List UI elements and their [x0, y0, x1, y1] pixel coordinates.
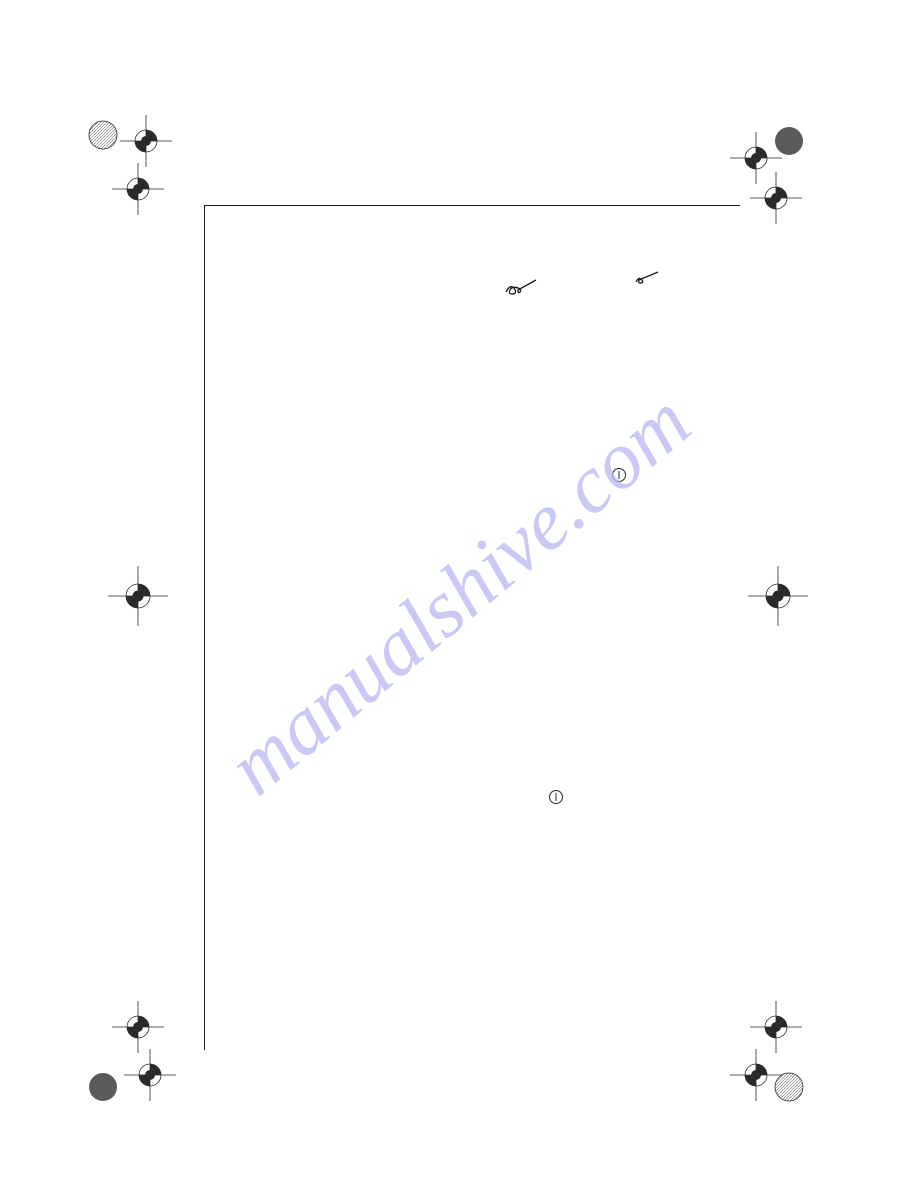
reg-cross-bl-2 [124, 1049, 176, 1101]
reg-cross-bl-1 [112, 1001, 164, 1053]
power-icon-1 [612, 468, 626, 482]
reg-hatched-br [774, 1072, 804, 1102]
swirl-mark-2 [634, 270, 660, 291]
power-icon-2 [549, 790, 563, 804]
reg-cross-ml [108, 566, 168, 626]
reg-hatched-tl [88, 120, 118, 150]
reg-cross-tl-1 [120, 115, 172, 167]
content-frame [204, 205, 740, 1050]
swirl-mark-1 [504, 278, 538, 303]
reg-cross-br-1 [750, 1001, 802, 1053]
reg-cross-mr [748, 566, 808, 626]
reg-cross-tl-2 [112, 163, 164, 215]
reg-solid-bl [88, 1072, 118, 1102]
reg-cross-tr-2 [750, 172, 802, 224]
